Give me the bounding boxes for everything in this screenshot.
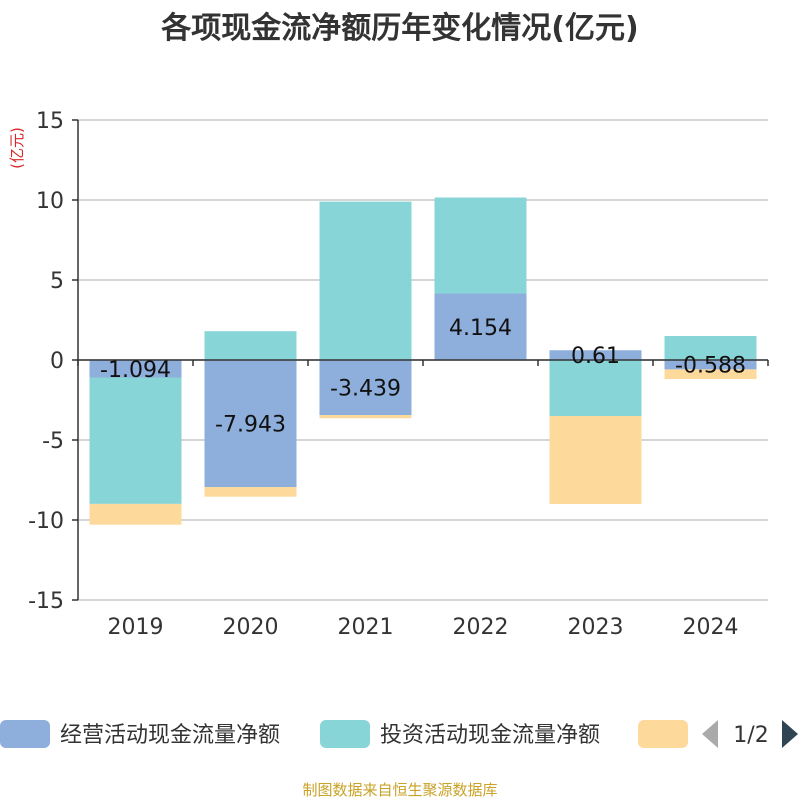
- x-tick-label-2021: 2021: [338, 615, 394, 640]
- data-label-2019: -1.094: [100, 358, 171, 383]
- legend-swatch-1[interactable]: [320, 720, 370, 748]
- data-label-2020: -7.943: [215, 413, 286, 438]
- bar-2019-series-1[interactable]: [89, 377, 182, 504]
- legend-label-0[interactable]: 经营活动现金流量净额: [60, 723, 280, 748]
- bar-2021-series-1[interactable]: [319, 201, 412, 360]
- chart-title: 各项现金流净额历年变化情况(亿元): [160, 11, 638, 46]
- x-tick-label-2023: 2023: [568, 615, 624, 640]
- data-label-2023: 0.61: [571, 344, 620, 369]
- y-axis-unit: (亿元): [8, 127, 26, 169]
- bar-2020-series-0[interactable]: [204, 360, 297, 488]
- y-tick-label: 10: [36, 189, 64, 214]
- bar-2020-series-1[interactable]: [204, 331, 297, 360]
- bar-2021-series-0[interactable]: [319, 360, 412, 416]
- bar-2023-series-1[interactable]: [549, 360, 642, 416]
- legend-prev-icon[interactable]: [702, 720, 718, 748]
- legend-page-indicator: 1/2: [733, 723, 768, 748]
- y-tick-label: -10: [28, 509, 64, 534]
- y-tick-label: 0: [50, 349, 64, 374]
- data-labels: -1.094 -7.943 -3.439 4.154 0.61 -0.588: [100, 316, 746, 438]
- x-tick-label-2024: 2024: [683, 615, 739, 640]
- legend-swatch-0[interactable]: [0, 720, 50, 748]
- legend-label-1[interactable]: 投资活动现金流量净额: [380, 723, 600, 748]
- bar-2019-series-0[interactable]: [89, 360, 182, 378]
- bar-2023-series-2[interactable]: [549, 416, 642, 504]
- data-label-2021: -3.439: [330, 377, 401, 402]
- bar-2024-series-2[interactable]: [664, 369, 757, 380]
- bar-2022-series-1[interactable]: [434, 197, 527, 294]
- legend: 经营活动现金流量净额 投资活动现金流量净额 1/2: [0, 720, 798, 748]
- bar-2019-series-2[interactable]: [89, 503, 182, 525]
- data-label-2024: -0.588: [675, 354, 746, 379]
- y-tick-label: -5: [42, 429, 64, 454]
- legend-swatch-2[interactable]: [638, 720, 688, 748]
- legend-next-icon[interactable]: [782, 720, 798, 748]
- data-label-2022: 4.154: [449, 316, 512, 341]
- x-tick-label-2020: 2020: [223, 615, 279, 640]
- x-tick-label-2022: 2022: [453, 615, 509, 640]
- source-note: 制图数据来自恒生聚源数据库: [302, 781, 497, 799]
- bar-2020-series-2[interactable]: [204, 487, 297, 497]
- bar-2024-series-1[interactable]: [664, 336, 757, 360]
- bar-2023-series-0[interactable]: [549, 350, 642, 360]
- y-tick-label: -15: [28, 589, 64, 614]
- y-tick-label: 5: [50, 269, 64, 294]
- y-tick-label: 15: [36, 109, 64, 134]
- bars: [89, 197, 757, 525]
- bar-2024-series-0[interactable]: [664, 360, 757, 370]
- x-tick-label-2019: 2019: [108, 615, 164, 640]
- bar-2022-series-0[interactable]: [434, 293, 527, 360]
- bar-2021-series-2[interactable]: [319, 415, 412, 419]
- axes: 15 10 5 0 -5 -10 -15 2019 2020 2021 2022 2023 2024: [28, 109, 769, 640]
